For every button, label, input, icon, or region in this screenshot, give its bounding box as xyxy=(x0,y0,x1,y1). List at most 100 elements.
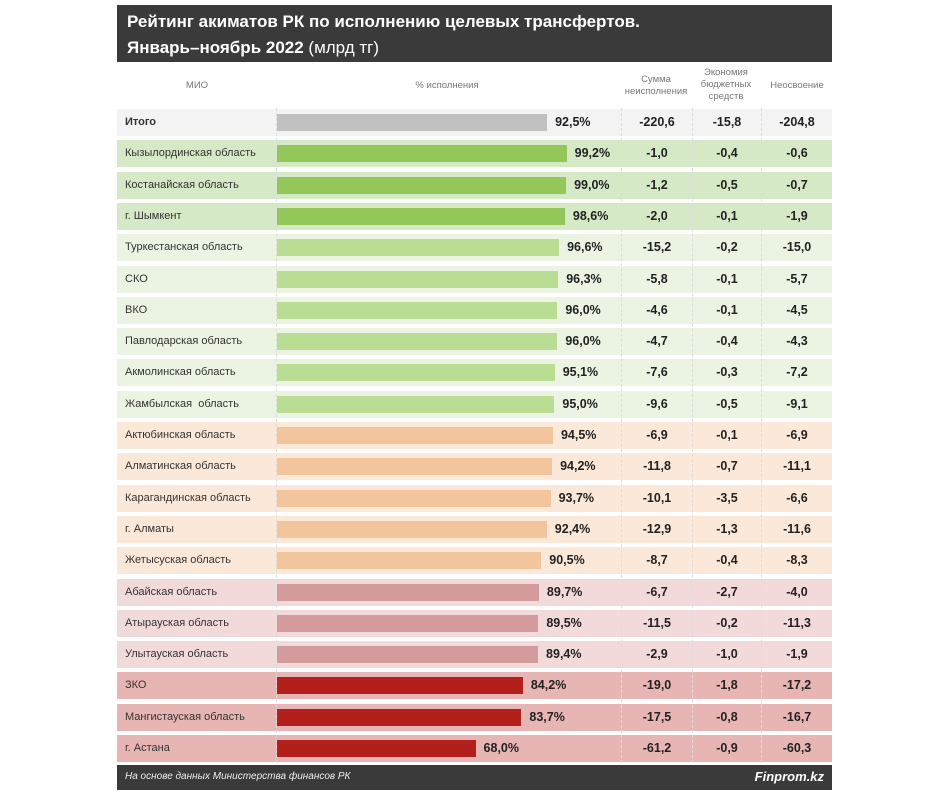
sum-value: -6,9 xyxy=(646,428,668,442)
table-row: Туркестанская область 96,6% -15,2 -0,2 -15,0 xyxy=(117,234,832,262)
econ-value: -1,0 xyxy=(716,647,738,662)
econ-value: -0,2 xyxy=(716,240,738,255)
econ-value: -0,4 xyxy=(716,146,738,161)
period: Январь–ноябрь 2022 xyxy=(127,38,304,57)
econ-value: -0,4 xyxy=(716,553,738,568)
divider xyxy=(276,108,277,763)
pct-label: 95,1% xyxy=(562,365,599,380)
sum-value: -61,2 xyxy=(642,741,672,755)
econ-value: -2,7 xyxy=(716,584,738,599)
region-name: Туркестанская область xyxy=(125,241,243,254)
table-row: Алматинская область 94,2% -11,8 -0,7 -11,1 xyxy=(117,453,832,481)
region-name: Карагандинская область xyxy=(125,491,251,504)
econ-value: -0,2 xyxy=(716,615,738,630)
sum-value: -1,2 xyxy=(646,177,668,192)
bar xyxy=(277,207,565,225)
neosv-value: -0,6 xyxy=(786,146,808,161)
econ-value: -0,1 xyxy=(716,302,738,317)
brand-logo: Finprom.kz xyxy=(754,769,824,784)
bar xyxy=(277,708,522,726)
divider xyxy=(761,108,762,763)
econ-value: -0,5 xyxy=(716,396,738,411)
bar xyxy=(277,458,553,476)
pct-label: 89,5% xyxy=(546,615,582,630)
region-name: Мангистауская область xyxy=(125,710,245,723)
table-row: Улытауская область 89,4% -2,9 -1,0 -1,9 xyxy=(117,641,832,669)
table-row: СКО 96,3% -5,8 -0,1 -5,7 xyxy=(117,265,832,293)
table-row: Актюбинская область 94,5% -6,9 -0,1 -6,9 xyxy=(117,422,832,449)
region-name: ВКО xyxy=(125,303,148,316)
table-row: Мангистауская область 83,7% -17,5 -0,8 -16,7 xyxy=(117,703,832,731)
bar xyxy=(277,614,539,632)
pct-label: 90,5% xyxy=(549,553,585,568)
region-name: СКО xyxy=(125,272,148,285)
neosv-value: -11,6 xyxy=(783,521,811,536)
region-name: Алматинская область xyxy=(125,460,236,473)
table-row: Кызылординская область 99,2% -1,0 -0,4 -0,6 xyxy=(117,140,832,168)
neosv-value: -7,2 xyxy=(786,365,808,380)
pct-label: 84,2% xyxy=(530,678,567,693)
table-row: Абайская область 89,7% -6,7 -2,7 -4,0 xyxy=(117,578,832,606)
region-name: Жетысуская область xyxy=(125,554,232,567)
pct-label: 95,0% xyxy=(562,396,598,411)
bar xyxy=(277,646,539,664)
region-name: Павлодарская область xyxy=(125,335,243,348)
region-name: Костанайская область xyxy=(125,178,239,191)
region-name: Улытауская область xyxy=(125,648,229,661)
pct-label: 89,7% xyxy=(546,584,583,599)
sum-value: -6,7 xyxy=(646,584,668,599)
pct-label: 89,4% xyxy=(546,647,582,662)
bar xyxy=(277,239,560,257)
chart-subtitle: Январь–ноябрь 2022 (млрд тг) xyxy=(127,38,379,58)
table-row: Жетысуская область 90,5% -8,7 -0,4 -8,3 xyxy=(117,547,832,575)
neosv-value: -0,7 xyxy=(786,177,808,192)
bar xyxy=(277,270,559,288)
region-name: Итого xyxy=(125,116,157,128)
region-name: г. Шымкент xyxy=(125,209,182,222)
econ-value: -0,4 xyxy=(716,334,738,349)
sum-value: -15,2 xyxy=(642,240,672,255)
bar xyxy=(277,677,523,695)
econ-value: -1,8 xyxy=(716,678,738,693)
sum-value: -11,8 xyxy=(643,459,671,474)
neosv-value: -4,0 xyxy=(786,584,808,599)
econ-value: -0,9 xyxy=(716,741,738,755)
table-row: Акмолинская область 95,1% -7,6 -0,3 -7,2 xyxy=(117,359,832,387)
table-row: г. Алматы 92,4% -12,9 -1,3 -11,6 xyxy=(117,515,832,543)
sum-value: -2,9 xyxy=(646,647,668,662)
pct-label: 96,0% xyxy=(565,334,601,349)
chart-title: Рейтинг акиматов РК по исполнению целевы… xyxy=(127,12,640,31)
pct-label: 99,0% xyxy=(574,177,610,192)
region-name: Абайская область xyxy=(125,585,218,598)
table-row: Атырауская область 89,5% -11,5 -0,2 -11,3 xyxy=(117,609,832,637)
sum-value: -4,7 xyxy=(646,334,668,349)
neosv-value: -16,7 xyxy=(782,709,812,724)
neosv-value: -4,3 xyxy=(786,334,808,349)
econ-value: -0,1 xyxy=(716,271,738,286)
neosv-value: -9,1 xyxy=(786,396,808,411)
bar xyxy=(277,427,553,444)
sum-value: -7,6 xyxy=(646,365,668,380)
region-name: Акмолинская область xyxy=(125,366,236,379)
table-row: Жамбылская область 95,0% -9,6 -0,5 -9,1 xyxy=(117,390,832,418)
econ-value: -15,8 xyxy=(712,115,742,129)
pct-label: 93,7% xyxy=(558,490,595,505)
neosv-value: -11,1 xyxy=(783,459,811,474)
column-header-pct: % исполнения xyxy=(415,80,479,91)
pct-label: 99,2% xyxy=(574,146,611,161)
region-name: Атырауская область xyxy=(125,616,229,629)
econ-value: -0,3 xyxy=(716,365,738,380)
pct-label: 83,7% xyxy=(529,709,565,724)
divider xyxy=(692,108,693,763)
table-row: г. Астана 68,0% -61,2 -0,9 -60,3 xyxy=(117,735,832,762)
bar xyxy=(277,740,476,757)
neosv-value: -1,9 xyxy=(786,208,808,223)
econ-value: -0,5 xyxy=(716,177,738,192)
column-header-neosv: Неосвоение xyxy=(770,80,824,91)
bar xyxy=(277,114,548,131)
sum-value: -8,7 xyxy=(646,553,668,568)
region-name: ЗКО xyxy=(125,679,147,692)
table-row: Карагандинская область 93,7% -10,1 -3,5 -6,6 xyxy=(117,484,832,512)
econ-value: -1,3 xyxy=(716,521,738,536)
table-row: Костанайская область 99,0% -1,2 -0,5 -0,7 xyxy=(117,171,832,199)
